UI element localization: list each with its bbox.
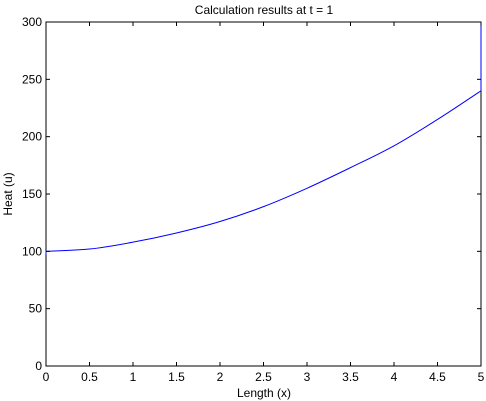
y-tick-label: 250 xyxy=(22,72,42,86)
y-tick-label: 100 xyxy=(22,244,42,258)
x-tick-label: 4 xyxy=(391,370,398,384)
x-tick-label: 1.5 xyxy=(168,370,185,384)
y-tick-label: 150 xyxy=(22,187,42,201)
y-axis-label: Heat (u) xyxy=(1,172,15,215)
x-axis-label: Length (x) xyxy=(237,386,291,400)
x-tick-label: 1 xyxy=(130,370,137,384)
y-tick-label: 300 xyxy=(22,15,42,29)
series-layer xyxy=(45,22,482,255)
chart-title: Calculation results at t = 1 xyxy=(195,3,334,17)
y-tick-label: 0 xyxy=(35,359,42,373)
y-tick-label: 50 xyxy=(29,302,43,316)
x-tick-label: 3 xyxy=(304,370,311,384)
x-tick-label: 2 xyxy=(217,370,224,384)
x-tick-label: 0 xyxy=(43,370,50,384)
series-line-0 xyxy=(45,22,482,255)
x-tick-label: 3.5 xyxy=(342,370,359,384)
x-tick-label: 4.5 xyxy=(429,370,446,384)
x-tick-label: 0.5 xyxy=(81,370,98,384)
x-tick-label: 2.5 xyxy=(255,370,272,384)
plot-area xyxy=(45,21,482,367)
axes-box xyxy=(45,21,482,367)
x-tick-label: 5 xyxy=(478,370,485,384)
y-tick-label: 200 xyxy=(22,130,42,144)
